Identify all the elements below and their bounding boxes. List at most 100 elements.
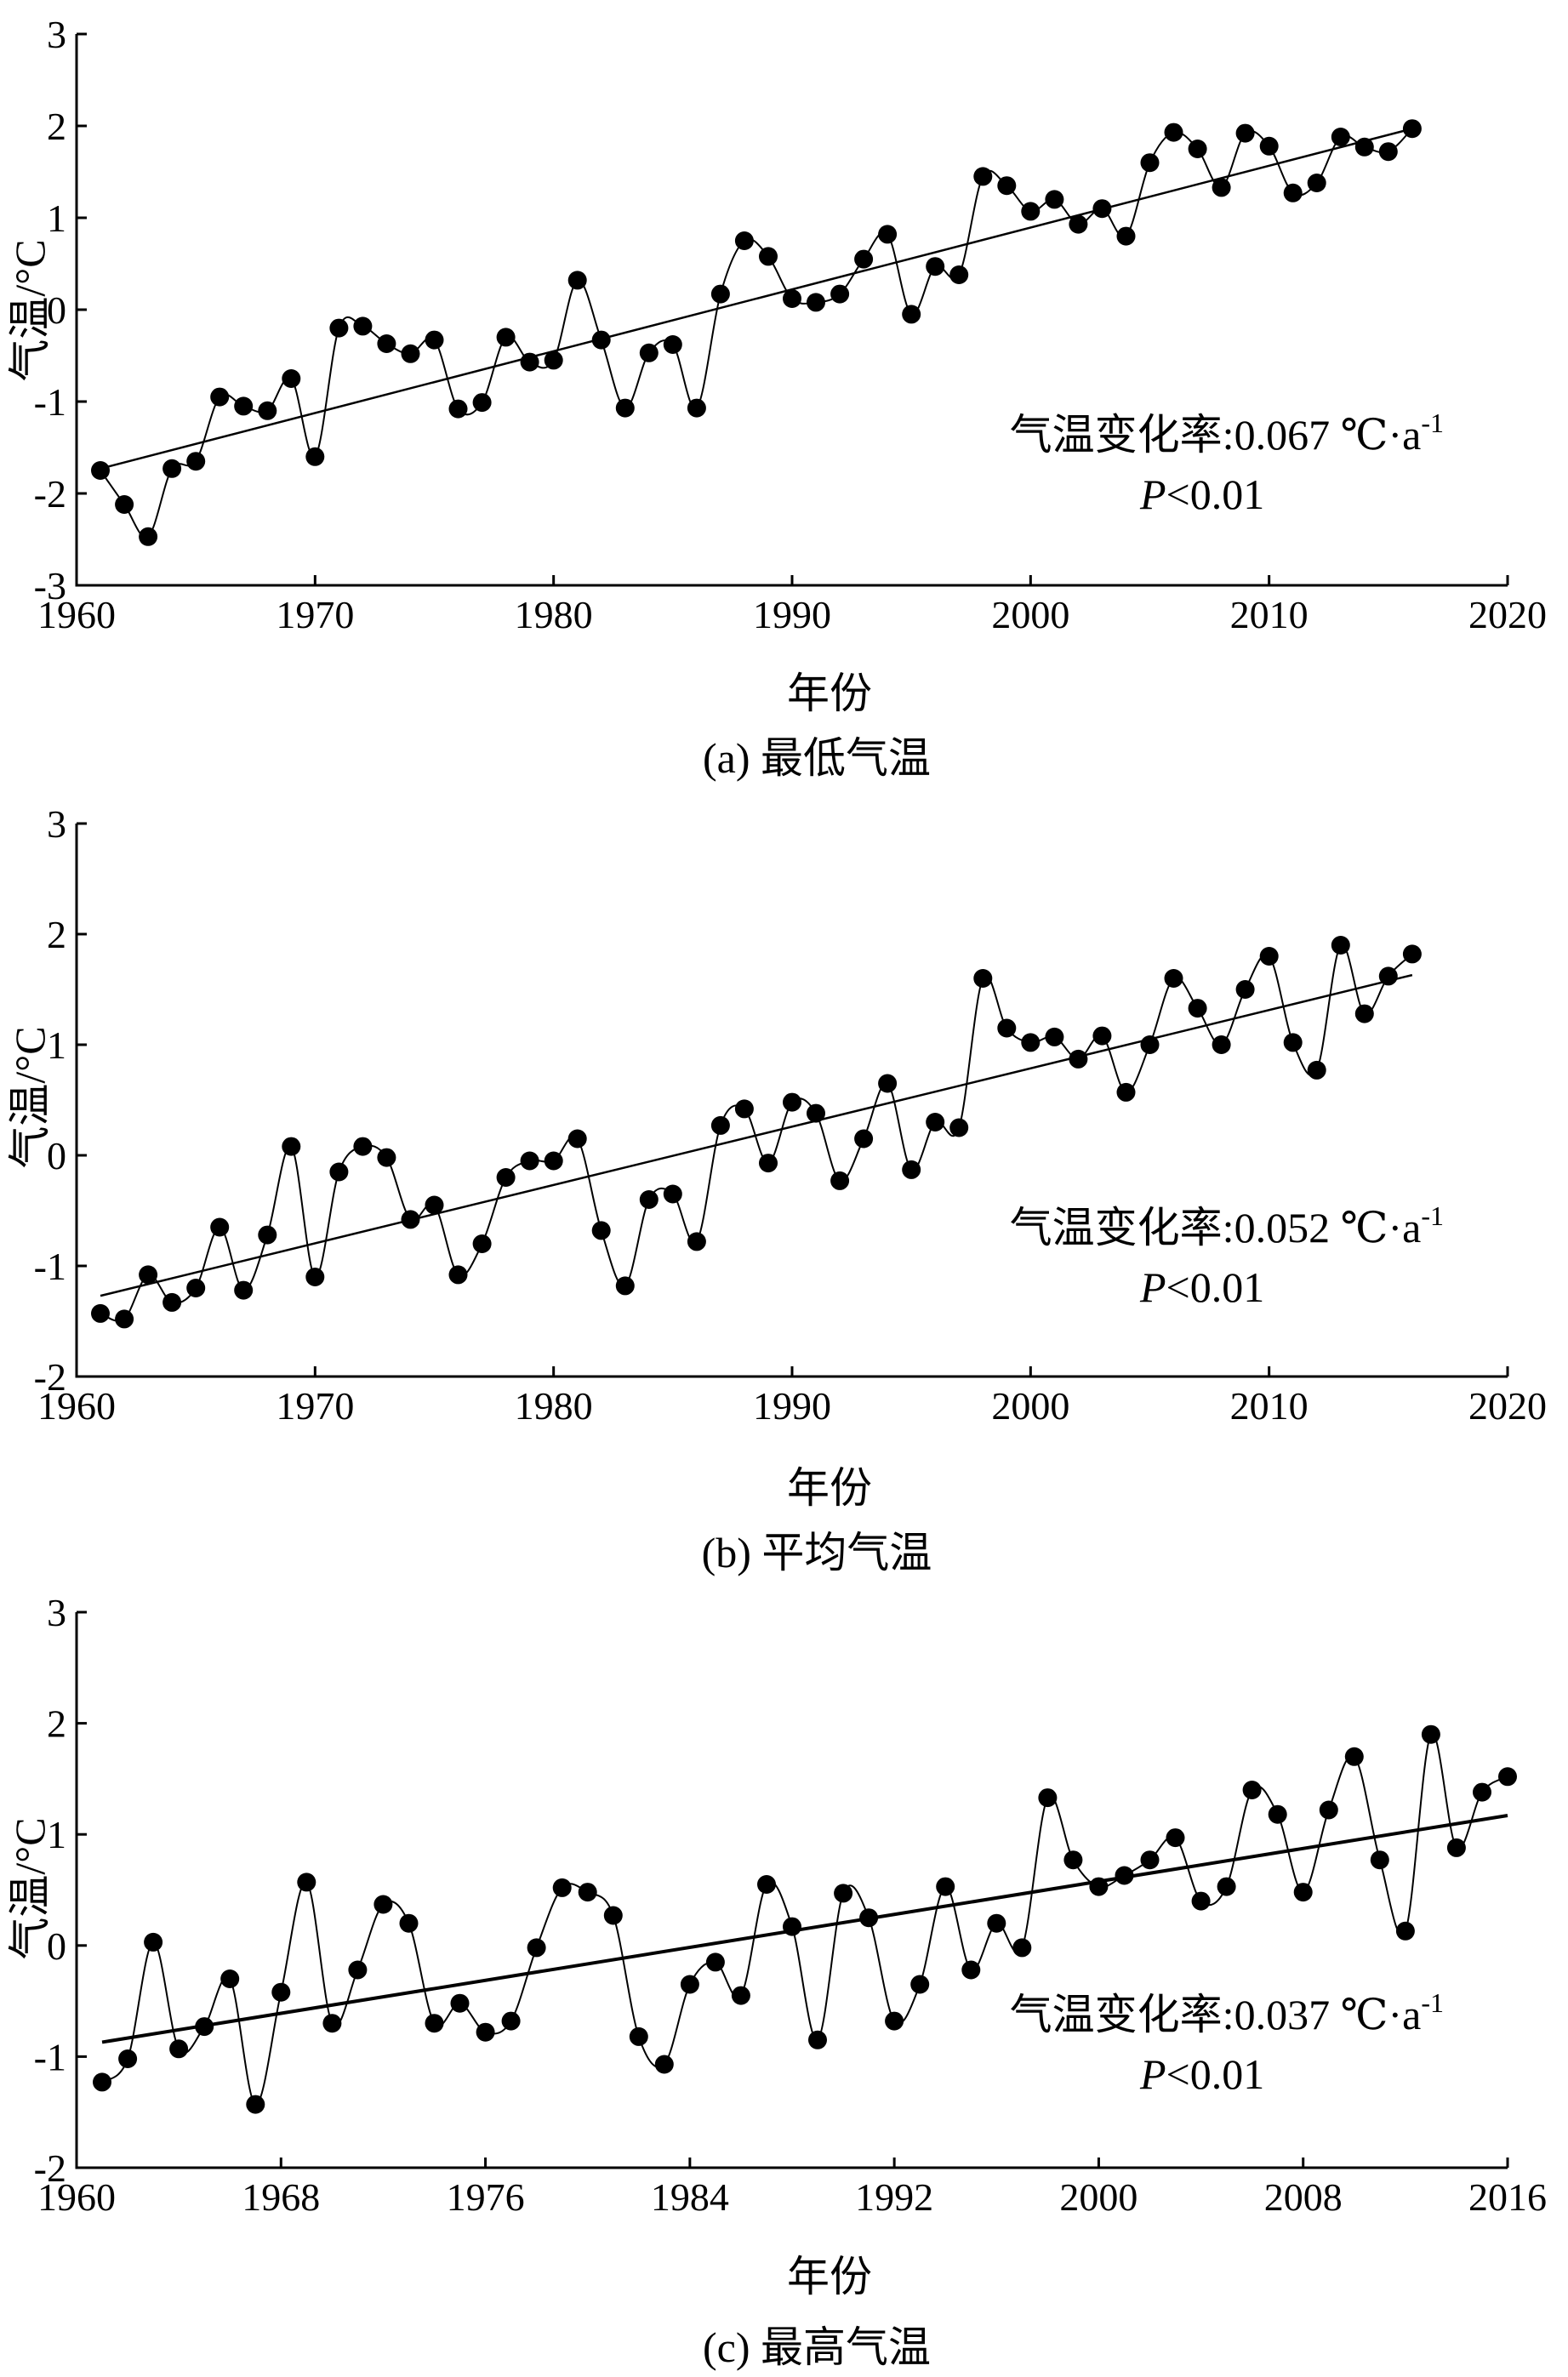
panel-a-ytick-label: 0 [47, 288, 66, 332]
panel-c-data-point [808, 2030, 827, 2049]
panel-b-p-annotation: P<0.01 [1139, 1263, 1264, 1311]
panel-a-xtick-label: 1990 [753, 593, 831, 636]
panel-c-xtick-label: 1976 [447, 2175, 525, 2219]
panel-b-caption: (b) 平均气温 [702, 1529, 932, 1576]
panel-c-data-point [195, 2017, 214, 2037]
panel-b-xtick-label: 2020 [1468, 1384, 1547, 1428]
panel-a-data-point [663, 335, 682, 354]
panel-b-data-point [305, 1268, 325, 1286]
panel-c-ytick-label: 1 [47, 1813, 66, 1856]
panel-b-xtick-label: 1970 [276, 1384, 354, 1428]
panel-c-data-point [1063, 1850, 1083, 1870]
panel-a-data-point [1307, 174, 1326, 192]
panel-a-caption: (a) 最低气温 [703, 734, 931, 782]
panel-b-data-point [544, 1151, 563, 1171]
panel-a-data-point [759, 247, 778, 266]
panel-a-data-point [615, 398, 635, 418]
panel-b-xtick-label: 2010 [1230, 1384, 1309, 1428]
panel-c-data-point [501, 2011, 521, 2031]
panel-a-trend-line [100, 128, 1413, 470]
panel-a-data-point [1212, 178, 1231, 197]
panel-c-data-point [1038, 1788, 1058, 1808]
panel-a-data-point [1283, 183, 1303, 202]
panel-c-ytick-label: 3 [47, 1591, 66, 1634]
panel-a-data-point [1354, 137, 1374, 157]
panel-b-ytick-label: -1 [34, 1245, 66, 1288]
panel-a-data-point [496, 328, 516, 347]
panel-b-data-point [472, 1234, 492, 1253]
panel-c-data-point [757, 1875, 776, 1894]
panel-b-data-point [401, 1210, 420, 1229]
panel-a-data-point [258, 401, 277, 420]
panel-c-data-point [1191, 1891, 1211, 1911]
panel-b-data-point [902, 1160, 921, 1179]
panel-c-xlabel: 年份 [787, 2253, 872, 2300]
panel-a-data-point [1092, 199, 1112, 219]
panel-b-data-point [91, 1303, 110, 1323]
panel-a-data-point [687, 398, 706, 418]
panel-b-data-point [210, 1217, 230, 1237]
panel-a-data-point [1378, 142, 1398, 162]
panel-a-data-point [163, 459, 182, 478]
panel-a-data-point [353, 316, 373, 336]
panel-a-data-point [1140, 153, 1160, 173]
panel-c-data-point [93, 2072, 111, 2092]
panel-c-data-point [1217, 1877, 1236, 1896]
panel-b-data-point [353, 1137, 373, 1156]
panel-a-data-point [854, 249, 874, 269]
panel-b-data-point [615, 1276, 635, 1296]
panel-a-data-point [1402, 119, 1422, 139]
panel-b-data-point [139, 1265, 158, 1285]
panel-b-data-point [1164, 969, 1183, 988]
panel-a-data-point [783, 289, 801, 308]
panel-a-marks [75, 34, 1508, 587]
panel-a-xtick-label: 1960 [37, 593, 116, 636]
panel-c-xtick-label: 1968 [242, 2175, 320, 2219]
panel-b-xtick-label: 1990 [753, 1384, 831, 1428]
panel-c-data-point [1446, 1838, 1466, 1857]
panel-a-xtick-label: 2000 [991, 593, 1069, 636]
panel-a-axes [75, 34, 1508, 587]
panel-b-data-point [687, 1232, 706, 1251]
panel-c-data-point [425, 2014, 444, 2033]
panel-c-data-point [783, 1917, 801, 1936]
panel-b-data-point [163, 1292, 182, 1312]
panel-c-data-point [910, 1975, 930, 1994]
panel-a-data-point [639, 343, 659, 362]
panel-c-series-line [101, 1732, 1508, 2106]
panel-b-data-point [1402, 944, 1422, 964]
panel-b-data-point [115, 1309, 134, 1329]
panel-b-data-point [1116, 1082, 1136, 1102]
panel-b-data-point [1354, 1004, 1374, 1023]
panel-c-data-point [987, 1913, 1006, 1933]
panel-b-ytick-label: 0 [47, 1134, 66, 1177]
panel-b-data-point [1259, 947, 1279, 966]
panel-a-data-point [1116, 226, 1136, 246]
panel-b-ytick-label: 2 [47, 913, 66, 956]
panel-c-rate-annotation: 气温变化率:0.037 ℃·a-1 [1010, 1987, 1444, 2038]
panel-a-data-point [949, 265, 969, 284]
panel-b-data-point [807, 1103, 825, 1123]
panel-a-ytick-label: 3 [47, 13, 66, 56]
panel-a-data-point [329, 318, 349, 338]
panel-b-ytick-label: -2 [34, 1355, 66, 1399]
panel-a-data-point [448, 399, 468, 419]
panel-a-data-point [544, 351, 563, 370]
panel-c-data-point [1344, 1747, 1364, 1766]
panel-c-data-point [859, 1908, 879, 1928]
panel-b-data-point [997, 1018, 1017, 1038]
panel-c-trend-line [101, 1814, 1508, 2044]
panel-c-data-point [1140, 1850, 1160, 1870]
panel-b-data-point [1307, 1060, 1326, 1080]
panel-b-trend-line [100, 973, 1413, 1297]
panel-b-data-point [949, 1118, 969, 1137]
panel-a-ytick-label: 2 [47, 105, 66, 148]
panel-a-data-point [1259, 136, 1279, 156]
panel-a-ytick-label: -2 [34, 472, 66, 516]
panel-c-data-point [885, 2011, 904, 2031]
panel-b-data-point [710, 1115, 730, 1135]
panel-c-data-point [961, 1960, 981, 1980]
panel-c-p-annotation: P<0.01 [1139, 2050, 1264, 2098]
panel-c-data-point [1370, 1850, 1389, 1870]
